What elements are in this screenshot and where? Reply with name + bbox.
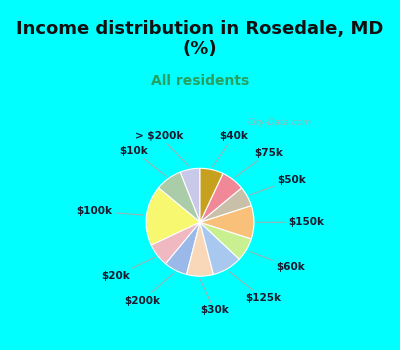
Text: $200k: $200k — [124, 273, 174, 306]
Wedge shape — [186, 222, 214, 276]
Wedge shape — [166, 222, 200, 274]
Wedge shape — [200, 174, 242, 222]
Text: $60k: $60k — [249, 251, 304, 272]
Wedge shape — [146, 188, 200, 245]
Text: $125k: $125k — [229, 271, 281, 303]
Wedge shape — [200, 222, 239, 274]
Text: $50k: $50k — [250, 175, 306, 195]
Text: > $200k: > $200k — [135, 131, 189, 167]
Wedge shape — [158, 172, 200, 222]
Wedge shape — [200, 205, 254, 239]
Text: $30k: $30k — [200, 279, 229, 315]
Wedge shape — [200, 188, 251, 222]
Wedge shape — [151, 222, 200, 264]
Text: $100k: $100k — [77, 206, 144, 216]
Wedge shape — [200, 168, 223, 222]
Text: Income distribution in Rosedale, MD
(%): Income distribution in Rosedale, MD (%) — [16, 20, 384, 58]
Wedge shape — [180, 168, 200, 222]
Text: All residents: All residents — [151, 74, 249, 88]
Text: $40k: $40k — [212, 131, 248, 167]
Wedge shape — [200, 222, 251, 259]
Text: $20k: $20k — [102, 257, 155, 281]
Text: $10k: $10k — [120, 146, 167, 176]
Text: $150k: $150k — [257, 217, 324, 227]
Text: $75k: $75k — [235, 148, 283, 177]
Text: City-Data.com: City-Data.com — [248, 118, 312, 127]
